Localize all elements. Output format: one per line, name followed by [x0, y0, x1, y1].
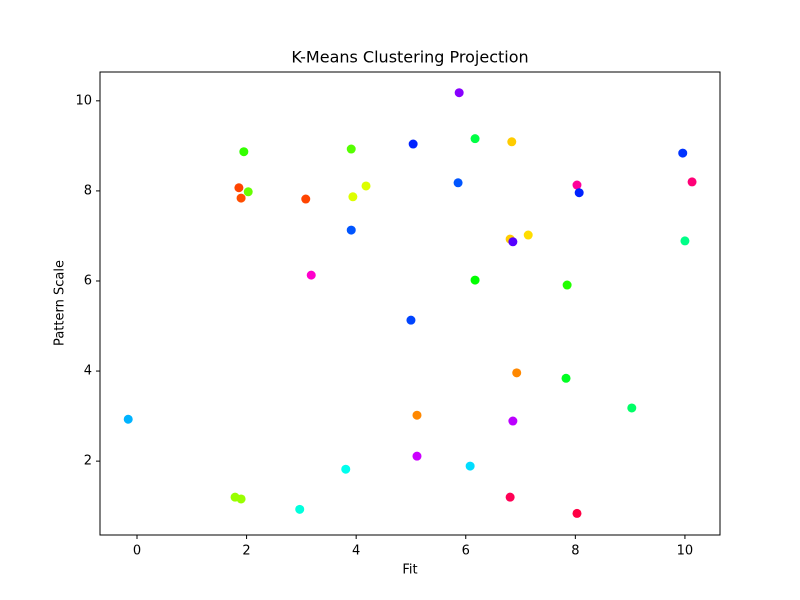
point: [123, 414, 133, 424]
x-tick-label: 10: [677, 544, 694, 559]
point: [412, 451, 422, 461]
point: [234, 183, 244, 193]
point: [346, 225, 356, 235]
point: [236, 494, 246, 504]
point: [470, 275, 480, 285]
point: [507, 137, 517, 147]
x-tick-label: 6: [462, 544, 470, 559]
point: [680, 236, 690, 246]
point: [239, 147, 249, 157]
point: [408, 139, 418, 149]
point: [346, 144, 356, 154]
y-tick-label: 8: [84, 183, 92, 198]
point: [361, 181, 371, 191]
x-tick-label: 2: [242, 544, 250, 559]
point: [508, 237, 518, 247]
point: [523, 230, 533, 240]
point: [627, 403, 637, 413]
y-tick-label: 2: [84, 454, 92, 469]
y-tick-label: 6: [84, 273, 92, 288]
y-tick-label: 10: [75, 93, 92, 108]
point: [348, 192, 358, 202]
point: [678, 148, 688, 158]
x-tick-label: 8: [571, 544, 579, 559]
point: [412, 410, 422, 420]
point: [301, 194, 311, 204]
x-tick-label: 0: [133, 544, 141, 559]
point: [508, 416, 518, 426]
point: [465, 461, 475, 471]
point: [341, 464, 351, 474]
point: [306, 270, 316, 280]
point: [574, 188, 584, 198]
point: [505, 492, 515, 502]
point: [561, 373, 571, 383]
x-tick-label: 4: [352, 544, 360, 559]
point: [562, 280, 572, 290]
point: [572, 508, 582, 518]
point: [236, 193, 246, 203]
point: [406, 315, 416, 325]
plot-frame: [99, 71, 721, 536]
point: [470, 134, 480, 144]
point: [512, 368, 522, 378]
chart-title: K-Means Clustering Projection: [291, 48, 528, 67]
y-axis-label: Pattern Scale: [53, 260, 68, 346]
point: [295, 504, 305, 514]
point: [687, 177, 697, 187]
point: [453, 178, 463, 188]
point: [454, 88, 464, 98]
point: [243, 187, 253, 197]
y-tick-label: 4: [84, 364, 92, 379]
point: [572, 180, 582, 190]
x-axis-label: Fit: [402, 563, 417, 578]
